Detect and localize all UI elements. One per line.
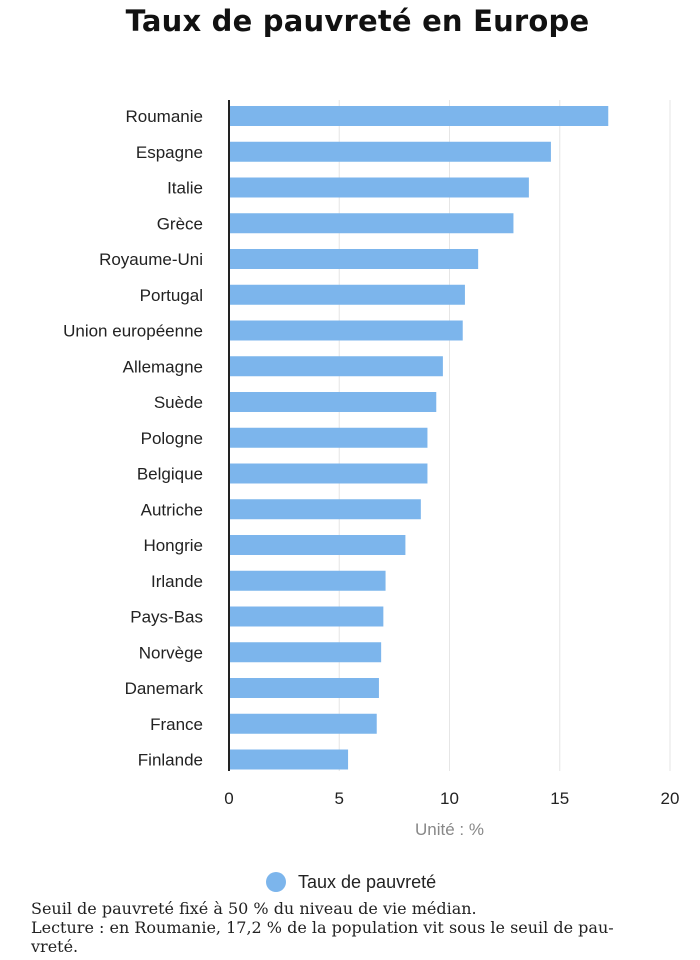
bar[interactable] bbox=[229, 678, 379, 698]
category-label: Finlande bbox=[138, 751, 203, 770]
category-label: Roumanie bbox=[126, 107, 204, 126]
bar[interactable] bbox=[229, 141, 551, 162]
chart-title: Taux de pauvreté en Europe bbox=[125, 4, 590, 38]
category-label: Hongrie bbox=[143, 536, 203, 555]
category-label: Italie bbox=[167, 179, 203, 198]
bar-chart: Roumanie Espagne Italie Grèce Royaume-Uni Por… bbox=[63, 100, 679, 839]
x-tick-label: 15 bbox=[550, 789, 569, 808]
category-label: Norvège bbox=[139, 643, 203, 662]
x-tick-labels: 0 5 10 15 20 bbox=[224, 789, 679, 808]
bar[interactable] bbox=[229, 106, 609, 126]
x-tick-label: 5 bbox=[335, 789, 344, 808]
bar[interactable] bbox=[229, 213, 514, 234]
bar[interactable] bbox=[229, 249, 479, 269]
footnote-line: Lecture : en Roumanie, 17,2 % de la popu… bbox=[31, 918, 614, 937]
category-label: Grèce bbox=[157, 214, 203, 233]
category-label: Suède bbox=[154, 393, 203, 412]
x-axis-title: Unité : % bbox=[415, 820, 484, 839]
bar[interactable] bbox=[229, 642, 382, 663]
bar[interactable] bbox=[229, 284, 465, 305]
category-label: Pologne bbox=[141, 429, 203, 448]
category-label: Belgique bbox=[137, 465, 203, 484]
category-label: Danemark bbox=[125, 679, 204, 698]
legend-swatch bbox=[266, 872, 286, 892]
category-label: Union européenne bbox=[63, 322, 203, 341]
bar[interactable] bbox=[229, 177, 529, 198]
legend[interactable]: Taux de pauvreté bbox=[266, 869, 436, 895]
bar[interactable] bbox=[229, 320, 463, 341]
bar[interactable] bbox=[229, 392, 437, 412]
bar[interactable] bbox=[229, 427, 428, 448]
footnote-line: Seuil de pauvreté fixé à 50 % du niveau … bbox=[31, 899, 477, 918]
bar[interactable] bbox=[229, 535, 406, 555]
footnote-line: vreté. bbox=[31, 937, 79, 956]
x-tick-label: 10 bbox=[440, 789, 459, 808]
category-labels: Roumanie Espagne Italie Grèce Royaume-Uni Por… bbox=[63, 107, 203, 770]
legend-label: Taux de pauvreté bbox=[298, 871, 437, 892]
category-label: Espagne bbox=[136, 143, 203, 162]
category-label: Portugal bbox=[140, 286, 203, 305]
category-label: Allemagne bbox=[123, 357, 203, 376]
category-label: Irlande bbox=[151, 572, 203, 591]
bar[interactable] bbox=[229, 570, 386, 591]
x-tick-label: 0 bbox=[224, 789, 233, 808]
category-label: France bbox=[150, 715, 203, 734]
category-label: Pays-Bas bbox=[130, 608, 203, 627]
bar[interactable] bbox=[229, 749, 349, 770]
bar[interactable] bbox=[229, 356, 443, 377]
category-label: Autriche bbox=[141, 500, 203, 519]
footnote: Seuil de pauvreté fixé à 50 % du niveau … bbox=[31, 899, 671, 956]
bar[interactable] bbox=[229, 713, 377, 734]
bar[interactable] bbox=[229, 499, 421, 520]
x-tick-label: 20 bbox=[661, 789, 680, 808]
bar[interactable] bbox=[229, 463, 428, 484]
bar[interactable] bbox=[229, 606, 384, 627]
category-label: Royaume-Uni bbox=[99, 250, 203, 269]
bars bbox=[229, 106, 609, 770]
